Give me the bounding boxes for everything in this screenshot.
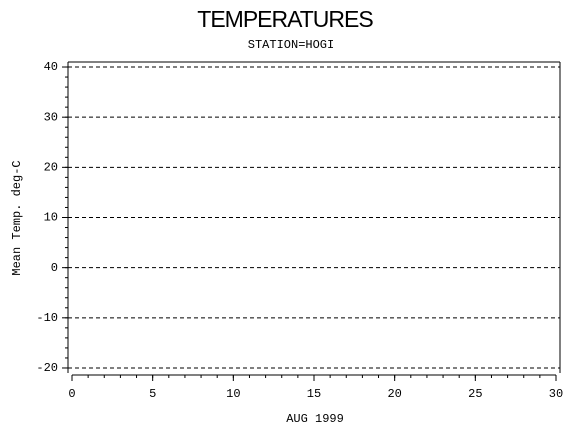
x-tick-label: 0 xyxy=(68,387,75,401)
x-tick-label: 30 xyxy=(549,387,563,401)
chart-subtitle: STATION=HOGI xyxy=(248,38,334,52)
y-tick-label: 10 xyxy=(44,211,58,225)
y-tick-label: -10 xyxy=(36,311,58,325)
x-tick-label: 10 xyxy=(226,387,240,401)
y-tick-label: -20 xyxy=(36,361,58,375)
x-axis-label: AUG 1999 xyxy=(286,412,344,426)
y-tick-label: 0 xyxy=(51,261,58,275)
x-tick-label: 25 xyxy=(468,387,482,401)
y-tick-label: 40 xyxy=(44,60,58,74)
y-tick-label: 20 xyxy=(44,161,58,175)
x-tick-label: 20 xyxy=(387,387,401,401)
y-tick-label: 30 xyxy=(44,110,58,124)
x-tick-label: 5 xyxy=(149,387,156,401)
x-tick-label: 15 xyxy=(307,387,321,401)
y-axis-label: Mean Temp. deg-C xyxy=(10,160,24,275)
chart-title: TEMPERATURES xyxy=(197,6,373,32)
